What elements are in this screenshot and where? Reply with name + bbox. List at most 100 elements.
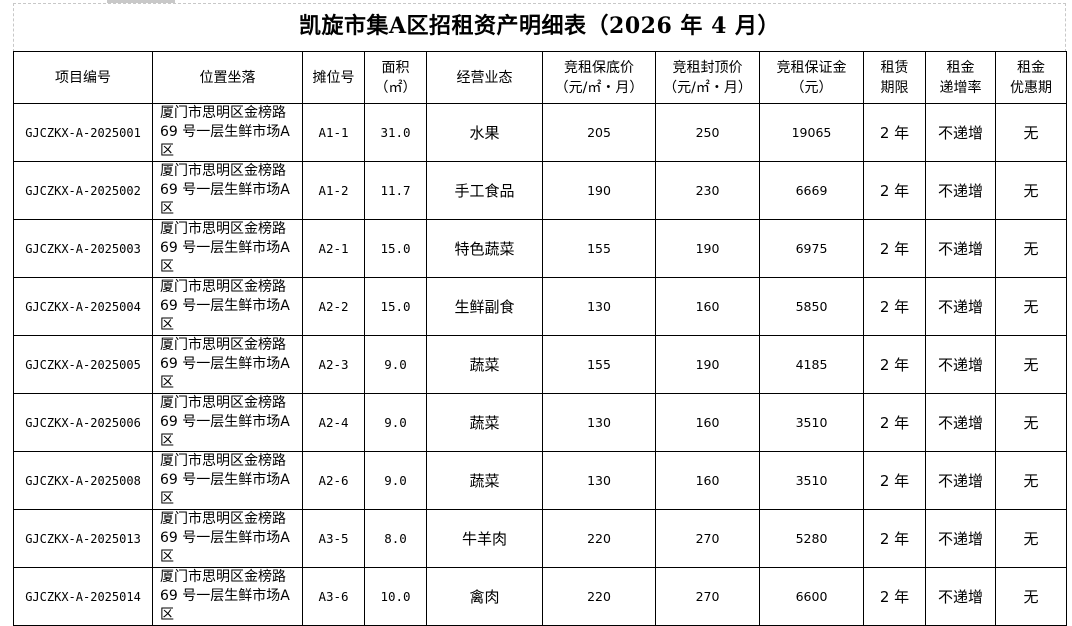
page-title: 凯旋市集A区招租资产明细表（2026 年 4 月）: [298, 13, 781, 39]
cell-location: 厦门市思明区金榜路 69 号一层生鲜市场A区: [152, 335, 303, 394]
cell-floor: 155: [542, 335, 656, 394]
table-row: GJCZKX-A-2025004 厦门市思明区金榜路 69 号一层生鲜市场A区 A2-…: [13, 277, 1067, 336]
location-line: 厦门市思明区金榜路: [160, 453, 286, 469]
cell-stall: A3-6: [302, 567, 365, 626]
rental-assets-table: 项目编号 位置坐落 摊位号 面积 （㎡） 经营业态 竞租保底价 （元/㎡・月） 竞租封顶价 （元/…: [13, 51, 1067, 626]
header-deposit: 竞租保证金 （元）: [759, 51, 864, 104]
table-row: GJCZKX-A-2025013 厦门市思明区金榜路 69 号一层生鲜市场A区 A3-…: [13, 509, 1067, 568]
header-floor-price: 竞租保底价 （元/㎡・月）: [542, 51, 656, 104]
cell-location: 厦门市思明区金榜路 69 号一层生鲜市场A区: [152, 161, 303, 220]
header-label: （元/㎡・月）: [554, 79, 644, 96]
cell-area: 8.0: [364, 509, 427, 568]
header-label: 位置坐落: [199, 69, 256, 86]
cell-cap: 270: [655, 509, 760, 568]
cell-floor: 190: [542, 161, 656, 220]
cell-cap: 160: [655, 277, 760, 336]
cell-deposit: 6600: [759, 567, 864, 626]
table-row: GJCZKX-A-2025006 厦门市思明区金榜路 69 号一层生鲜市场A区 A2-…: [13, 393, 1067, 452]
cell-location: 厦门市思明区金榜路 69 号一层生鲜市场A区: [152, 277, 303, 336]
location-line: 69 号一层生鲜市场A区: [160, 240, 290, 275]
cell-type: 手工食品: [426, 161, 543, 220]
header-project-code: 项目编号: [13, 51, 153, 104]
table-row: GJCZKX-A-2025008 厦门市思明区金榜路 69 号一层生鲜市场A区 A2-…: [13, 451, 1067, 510]
cell-floor: 130: [542, 393, 656, 452]
cell-cap: 160: [655, 393, 760, 452]
cell-stall: A1-1: [302, 103, 365, 162]
cell-stall: A1-2: [302, 161, 365, 220]
sheet-tab-marker: [107, 0, 175, 3]
cell-term: 2 年: [863, 335, 926, 394]
cell-cap: 190: [655, 219, 760, 278]
table-row: GJCZKX-A-2025001 厦门市思明区金榜路 69 号一层生鲜市场A区 A1-…: [13, 103, 1067, 162]
cell-deposit: 19065: [759, 103, 864, 162]
title-area: 凯旋市集A区招租资产明细表（2026 年 4 月）: [13, 3, 1066, 52]
cell-code: GJCZKX-A-2025003: [13, 219, 153, 278]
location-line: 厦门市思明区金榜路: [160, 279, 286, 295]
cell-deposit: 3510: [759, 393, 864, 452]
cell-stall: A2-4: [302, 393, 365, 452]
location-line: 69 号一层生鲜市场A区: [160, 182, 290, 217]
cell-discount: 无: [995, 509, 1067, 568]
header-label: 租赁: [880, 59, 909, 76]
header-label: 竞租保证金: [776, 59, 847, 76]
location-line: 厦门市思明区金榜路: [160, 511, 286, 527]
cell-increase: 不递增: [925, 451, 996, 510]
header-label: 递增率: [939, 79, 982, 96]
table-row: GJCZKX-A-2025005 厦门市思明区金榜路 69 号一层生鲜市场A区 A2-…: [13, 335, 1067, 394]
cell-discount: 无: [995, 335, 1067, 394]
cell-location: 厦门市思明区金榜路 69 号一层生鲜市场A区: [152, 393, 303, 452]
header-label: 面积: [381, 59, 410, 76]
cell-type: 牛羊肉: [426, 509, 543, 568]
table-row: GJCZKX-A-2025003 厦门市思明区金榜路 69 号一层生鲜市场A区 A2-…: [13, 219, 1067, 278]
cell-type: 生鲜副食: [426, 277, 543, 336]
cell-type: 蔬菜: [426, 393, 543, 452]
cell-code: GJCZKX-A-2025005: [13, 335, 153, 394]
cell-stall: A2-1: [302, 219, 365, 278]
header-lease-term: 租赁 期限: [863, 51, 926, 104]
header-row: 项目编号 位置坐落 摊位号 面积 （㎡） 经营业态 竞租保底价 （元/㎡・月） 竞租封顶价 （元/…: [13, 51, 1067, 104]
location-line: 69 号一层生鲜市场A区: [160, 298, 290, 333]
header-stall-number: 摊位号: [302, 51, 365, 104]
location-line: 厦门市思明区金榜路: [160, 221, 286, 237]
cell-increase: 不递增: [925, 277, 996, 336]
location-line: 厦门市思明区金榜路: [160, 105, 286, 121]
cell-term: 2 年: [863, 161, 926, 220]
cell-deposit: 6669: [759, 161, 864, 220]
location-line: 厦门市思明区金榜路: [160, 163, 286, 179]
cell-location: 厦门市思明区金榜路 69 号一层生鲜市场A区: [152, 103, 303, 162]
cell-location: 厦门市思明区金榜路 69 号一层生鲜市场A区: [152, 567, 303, 626]
cell-code: GJCZKX-A-2025004: [13, 277, 153, 336]
header-label: （元/㎡・月）: [663, 79, 752, 96]
cell-area: 9.0: [364, 393, 427, 452]
cell-location: 厦门市思明区金榜路 69 号一层生鲜市场A区: [152, 219, 303, 278]
cell-deposit: 5280: [759, 509, 864, 568]
cell-increase: 不递增: [925, 219, 996, 278]
cell-increase: 不递增: [925, 393, 996, 452]
cell-stall: A2-6: [302, 451, 365, 510]
cell-stall: A3-5: [302, 509, 365, 568]
location-line: 69 号一层生鲜市场A区: [160, 472, 290, 507]
header-label: （元）: [790, 79, 833, 96]
cell-deposit: 5850: [759, 277, 864, 336]
cell-code: GJCZKX-A-2025013: [13, 509, 153, 568]
location-line: 69 号一层生鲜市场A区: [160, 588, 290, 623]
header-label: （㎡）: [374, 79, 417, 96]
cell-discount: 无: [995, 103, 1067, 162]
cell-code: GJCZKX-A-2025001: [13, 103, 153, 162]
cell-stall: A2-2: [302, 277, 365, 336]
cell-term: 2 年: [863, 393, 926, 452]
cell-area: 10.0: [364, 567, 427, 626]
cell-increase: 不递增: [925, 509, 996, 568]
header-label: 竞租保底价: [564, 59, 634, 76]
cell-code: GJCZKX-A-2025002: [13, 161, 153, 220]
cell-increase: 不递增: [925, 335, 996, 394]
cell-cap: 230: [655, 161, 760, 220]
cell-area: 9.0: [364, 451, 427, 510]
cell-floor: 205: [542, 103, 656, 162]
header-location: 位置坐落: [152, 51, 303, 104]
cell-term: 2 年: [863, 509, 926, 568]
cell-area: 11.7: [364, 161, 427, 220]
header-label: 项目编号: [55, 69, 111, 86]
cell-deposit: 6975: [759, 219, 864, 278]
cell-term: 2 年: [863, 219, 926, 278]
